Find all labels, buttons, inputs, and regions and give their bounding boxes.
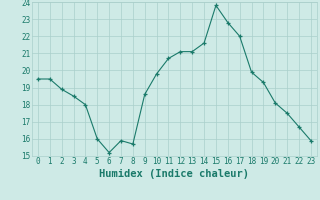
X-axis label: Humidex (Indice chaleur): Humidex (Indice chaleur) xyxy=(100,169,249,179)
